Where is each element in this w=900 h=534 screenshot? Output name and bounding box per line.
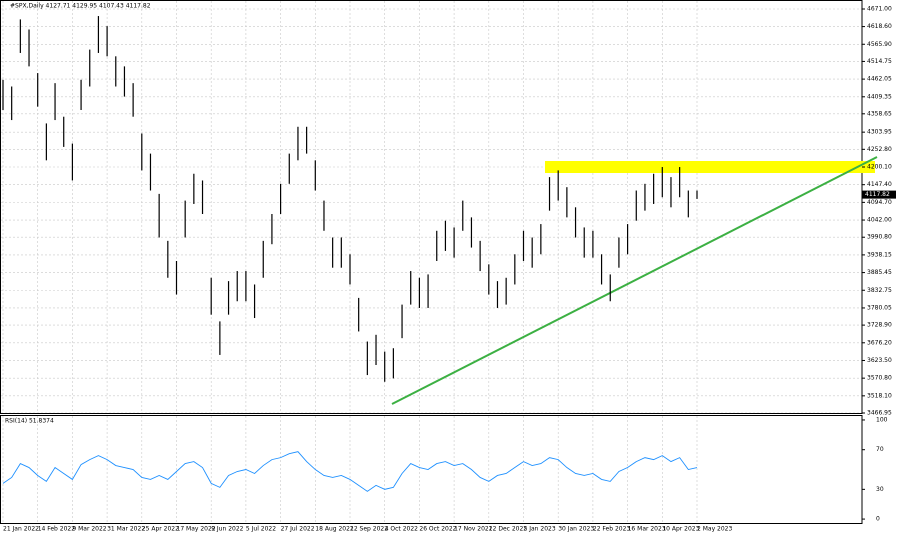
rsi-tick-label: 100 — [876, 416, 888, 423]
y-tick-label: 4042.00 — [867, 217, 892, 224]
y-tick-label: 4565.90 — [867, 41, 892, 48]
chart-title: #SPX,Daily 4127.71 4129.95 4107.43 4117.… — [10, 3, 151, 10]
y-tick-label: 3676.20 — [867, 339, 892, 346]
y-tick-label: 4671.00 — [867, 5, 892, 12]
y-tick-label: 4303.95 — [867, 129, 892, 136]
x-tick-label: 5 Jan 2023 — [524, 526, 556, 533]
y-tick-label: 4252.80 — [867, 146, 892, 153]
rsi-tick-label: 30 — [876, 486, 884, 493]
x-tick-label: 14 Feb 2022 — [38, 526, 76, 533]
y-tick-label: 4200.10 — [867, 164, 892, 171]
rsi-panel-border — [0, 415, 863, 524]
x-tick-label: 18 Aug 2022 — [315, 526, 354, 533]
last-price-box — [862, 190, 896, 199]
support-trendline — [391, 156, 878, 405]
y-tick-label: 3885.45 — [867, 269, 892, 276]
y-tick-label: 4358.65 — [867, 110, 892, 117]
y-tick-label: 3466.95 — [867, 410, 892, 417]
y-tick-label: 4514.75 — [867, 58, 892, 65]
x-tick-label: 21 Jan 2022 — [3, 526, 39, 533]
y-tick-label: 4147.40 — [867, 181, 892, 188]
y-tick-label: 3728.90 — [867, 322, 892, 329]
rsi-tick-label: 0 — [876, 516, 880, 523]
y-tick-label: 4618.60 — [867, 23, 892, 30]
y-tick-label: 3938.15 — [867, 251, 892, 258]
x-tick-label: 17 May 2022 — [177, 526, 216, 533]
rsi-line — [2, 451, 698, 492]
x-tick-label: 31 Mar 2022 — [107, 526, 145, 533]
x-tick-label: 25 Apr 2022 — [142, 526, 179, 533]
y-tick-label: 3518.10 — [867, 392, 892, 399]
x-tick-label: 17 Nov 2022 — [454, 526, 493, 533]
x-tick-label: 12 Sep 2022 — [350, 526, 388, 533]
x-tick-label: 4 Oct 2022 — [385, 526, 418, 533]
x-tick-label: 12 Dec 2022 — [489, 526, 528, 533]
x-tick-label: 30 Jan 2023 — [558, 526, 594, 533]
y-tick-label: 3990.80 — [867, 234, 892, 241]
rsi-tick-label: 70 — [876, 446, 884, 453]
x-tick-label: 2 May 2023 — [697, 526, 732, 533]
x-tick-label: 22 Feb 2023 — [593, 526, 631, 533]
y-tick-label: 3780.05 — [867, 304, 892, 311]
x-tick-label: 26 Oct 2022 — [419, 526, 456, 533]
y-tick-label: 4409.35 — [867, 93, 892, 100]
y-tick-label: 3623.50 — [867, 357, 892, 364]
rsi-title: RSI(14) 51.8374 — [5, 418, 54, 425]
x-tick-label: 9 Jun 2022 — [211, 526, 243, 533]
price-panel-border — [0, 0, 863, 414]
y-tick-label: 4094.70 — [867, 199, 892, 206]
x-tick-label: 9 Mar 2022 — [72, 526, 106, 533]
x-tick-label: 27 Jul 2022 — [281, 526, 315, 533]
x-tick-label: 5 Jul 2022 — [246, 526, 276, 533]
resistance-zone — [545, 161, 875, 173]
y-tick-label: 4462.05 — [867, 76, 892, 83]
x-tick-label: 10 Apr 2023 — [662, 526, 699, 533]
last-price-label: 4117.82 — [865, 191, 890, 198]
x-tick-label: 16 Mar 2023 — [628, 526, 666, 533]
y-tick-label: 3570.80 — [867, 375, 892, 382]
y-tick-label: 3832.75 — [867, 287, 892, 294]
